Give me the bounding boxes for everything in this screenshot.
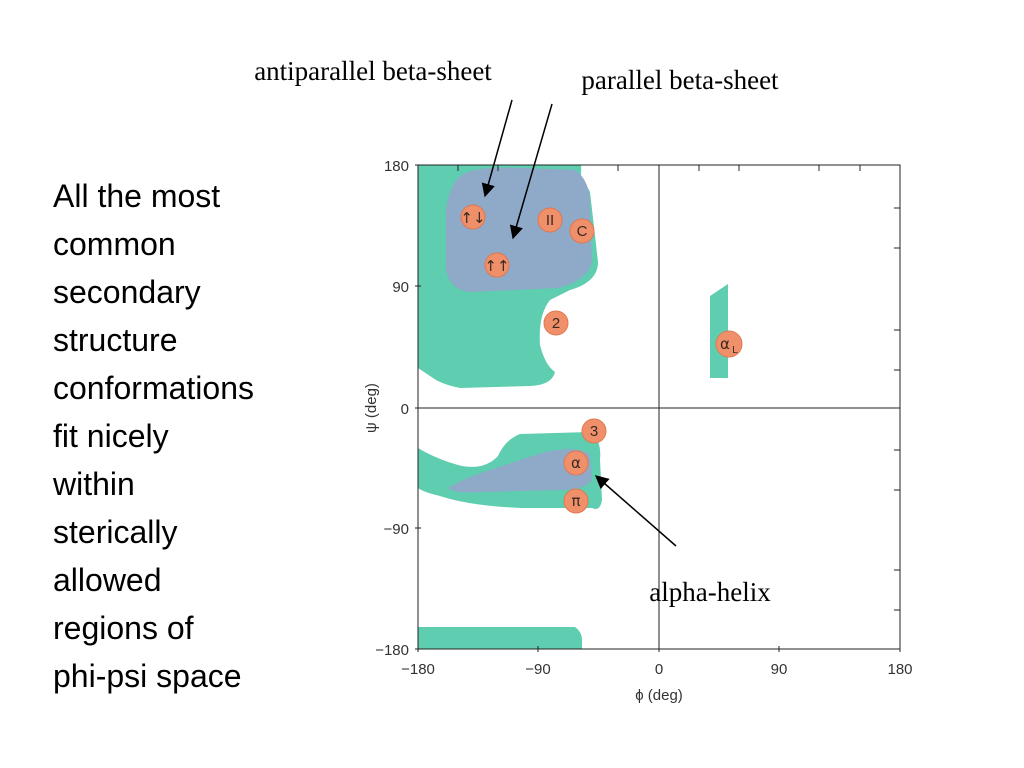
marker-alpha-helix: α bbox=[563, 450, 589, 476]
svg-text:↑↓: ↑↓ bbox=[460, 209, 485, 227]
body-line: secondary bbox=[53, 274, 201, 310]
y-tick-label: −90 bbox=[384, 521, 409, 538]
svg-text:↑↑: ↑↑ bbox=[484, 257, 509, 275]
svg-text:C: C bbox=[577, 223, 588, 240]
y-axis-label: ψ (deg) bbox=[363, 383, 380, 433]
allowed-region-bottom bbox=[418, 627, 582, 649]
y-tick-label: 0 bbox=[401, 401, 409, 418]
marker-two-ribbon: 2 bbox=[543, 310, 569, 336]
body-line: within bbox=[53, 466, 135, 502]
antiparallel-arrow bbox=[481, 99, 513, 198]
body-line: allowed bbox=[53, 562, 162, 598]
y-tick-label: 90 bbox=[392, 279, 409, 296]
x-tick-label: −180 bbox=[401, 661, 435, 678]
tick-marks bbox=[415, 164, 901, 652]
marker-antiparallel: ↑↓ bbox=[460, 204, 486, 230]
allowed-region-left-handed bbox=[710, 284, 728, 378]
body-line: structure bbox=[53, 322, 178, 358]
marker-collagen: C bbox=[569, 218, 595, 244]
x-tick-label: 0 bbox=[655, 661, 663, 678]
marker-helix-3-10: 3 bbox=[581, 418, 607, 444]
x-tick-label: 90 bbox=[771, 661, 788, 678]
svg-text:2: 2 bbox=[552, 315, 560, 332]
body-line: sterically bbox=[53, 514, 178, 550]
svg-text:3: 3 bbox=[590, 423, 598, 440]
x-tick-label: 180 bbox=[887, 661, 912, 678]
slide-body-text: All the most common secondary structure … bbox=[53, 172, 323, 700]
body-line: phi-psi space bbox=[53, 658, 242, 694]
body-line: All the most bbox=[53, 178, 221, 214]
y-tick-label: 180 bbox=[384, 158, 409, 175]
x-tick-label: −90 bbox=[525, 661, 550, 678]
svg-text:L: L bbox=[732, 345, 738, 356]
antiparallel-label: antiparallel beta-sheet bbox=[254, 56, 492, 86]
alpha-helix-label: alpha-helix bbox=[649, 577, 771, 607]
body-line: regions of bbox=[53, 610, 194, 646]
marker-polyproline-ii: II bbox=[537, 207, 563, 233]
marker-parallel: ↑↑ bbox=[484, 252, 510, 278]
svg-text:α: α bbox=[571, 454, 581, 472]
marker-left-handed-alpha: α L bbox=[715, 330, 743, 358]
x-axis-label: ϕ (deg) bbox=[635, 687, 683, 704]
alpha-helix-arrow bbox=[594, 475, 677, 547]
y-tick-label: −180 bbox=[375, 642, 409, 659]
parallel-arrow bbox=[509, 103, 553, 240]
body-line: conformations bbox=[53, 370, 254, 406]
svg-text:α: α bbox=[720, 335, 730, 353]
parallel-label: parallel beta-sheet bbox=[581, 65, 779, 95]
svg-text:II: II bbox=[546, 212, 554, 229]
body-line: common bbox=[53, 226, 176, 262]
svg-text:π: π bbox=[571, 492, 580, 510]
body-line: fit nicely bbox=[53, 418, 169, 454]
marker-pi-helix: π bbox=[563, 488, 589, 514]
favored-region-alpha bbox=[448, 449, 592, 493]
